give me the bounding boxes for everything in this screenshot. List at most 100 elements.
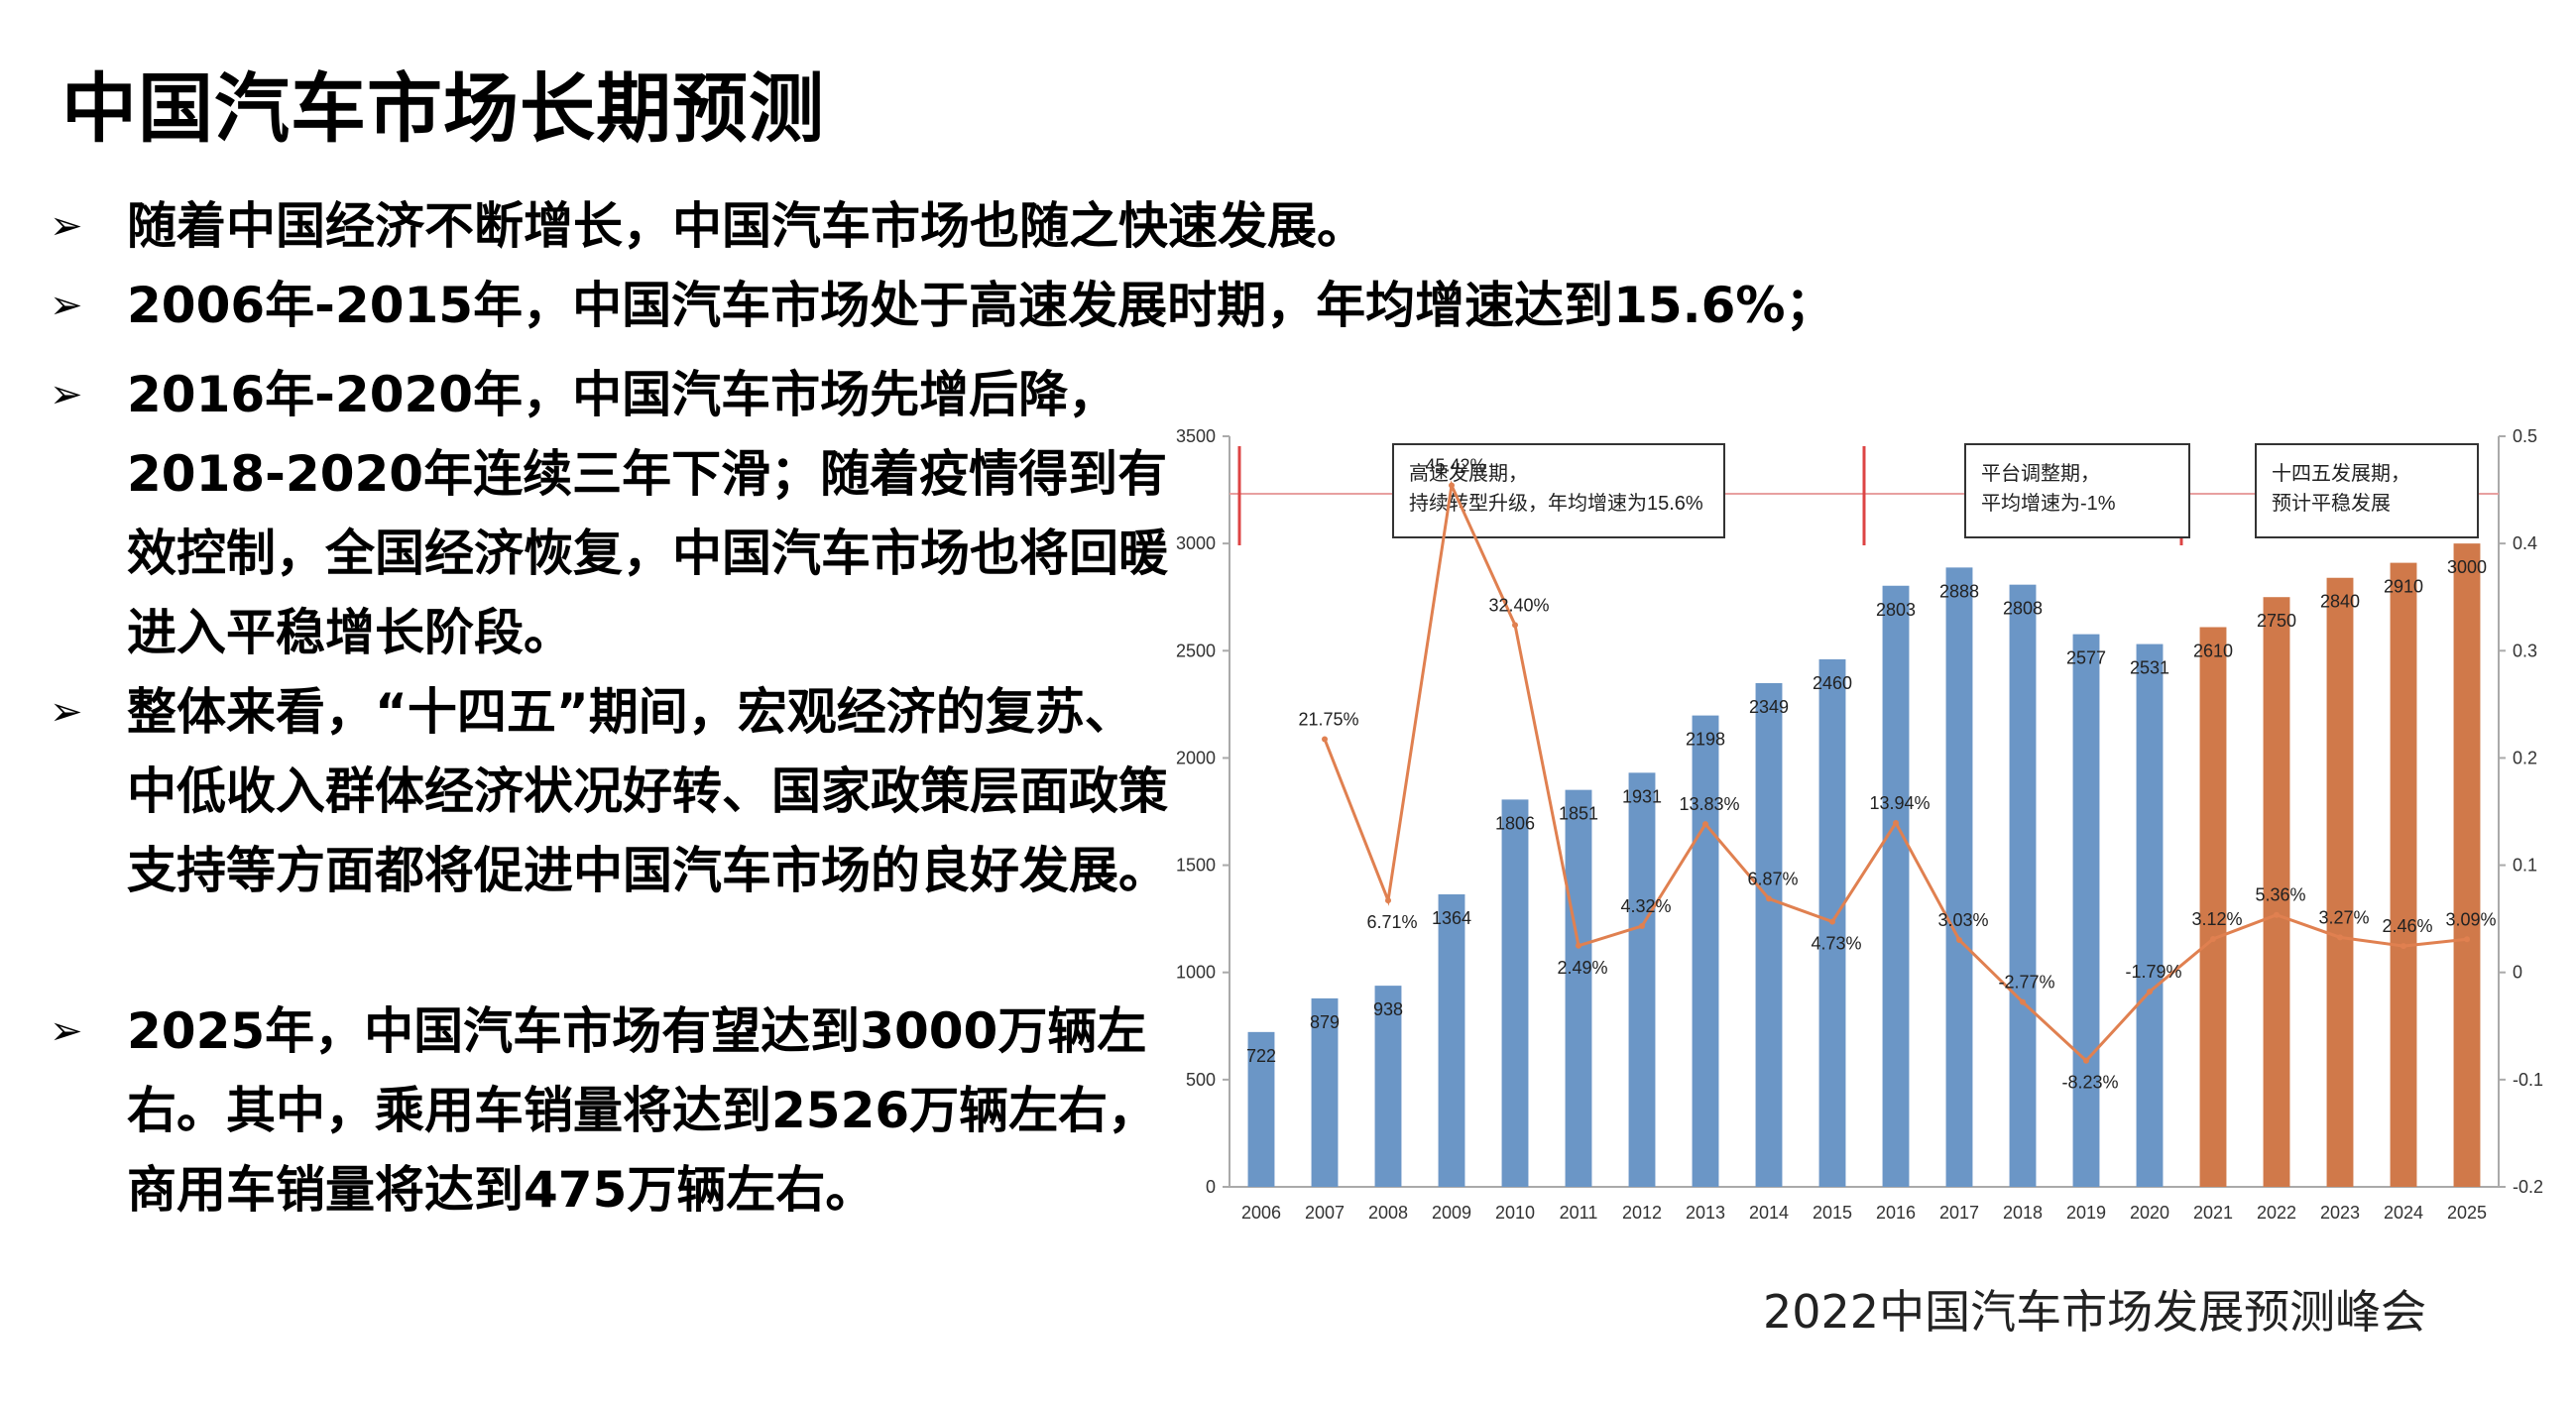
growth-point-2007 xyxy=(1322,736,1328,743)
growth-point-2014 xyxy=(1766,895,1772,902)
y2-tick-label: 0 xyxy=(2513,963,2522,983)
growth-point-2008 xyxy=(1385,897,1391,904)
x-tick-label: 2012 xyxy=(1622,1203,1662,1223)
bar-value-label: 2198 xyxy=(1686,730,1725,750)
x-tick-label: 2006 xyxy=(1241,1203,1281,1223)
growth-label: 5.36% xyxy=(2255,885,2305,905)
x-tick-label: 2021 xyxy=(2193,1203,2233,1223)
growth-label: 3.03% xyxy=(1937,910,1988,930)
bar-value-label: 2577 xyxy=(2066,648,2106,668)
bar-2010 xyxy=(1501,799,1529,1187)
y2-tick-label: 0.4 xyxy=(2513,533,2537,553)
x-tick-label: 2020 xyxy=(2130,1203,2169,1223)
growth-point-2019 xyxy=(2083,1057,2089,1064)
x-tick-label: 2016 xyxy=(1876,1203,1916,1223)
bar-2018 xyxy=(2009,584,2037,1187)
growth-label: 3.27% xyxy=(2318,907,2369,927)
x-tick-label: 2023 xyxy=(2320,1203,2360,1223)
growth-point-2023 xyxy=(2337,934,2343,941)
x-tick-label: 2009 xyxy=(1432,1203,1471,1223)
bullet-text: 随着中国经济不断增长，中国汽车市场也随之快速发展。 xyxy=(127,197,1366,255)
growth-point-2017 xyxy=(1956,936,1962,943)
bar-value-label: 2460 xyxy=(1813,673,1852,693)
bar-2006 xyxy=(1247,1031,1275,1187)
bar-value-label: 1364 xyxy=(1432,908,1471,928)
growth-label: 6.87% xyxy=(1747,869,1798,888)
bar-value-label: 2840 xyxy=(2320,592,2360,612)
x-tick-label: 2010 xyxy=(1495,1203,1535,1223)
y-tick-label: 2500 xyxy=(1176,641,1216,660)
footer-caption: 2022中国汽车市场发展预测峰会 xyxy=(1763,1285,2427,1339)
annotation-text: 持续转型升级，年均增速为15.6% xyxy=(1409,492,1703,515)
bar-2017 xyxy=(1945,567,1973,1187)
bar-value-label: 879 xyxy=(1310,1012,1340,1032)
growth-label: 45.42% xyxy=(1425,456,1485,476)
growth-label: -2.77% xyxy=(1998,973,2054,993)
growth-point-2022 xyxy=(2274,911,2280,918)
growth-point-2018 xyxy=(2020,998,2026,1005)
bar-2014 xyxy=(1755,682,1783,1187)
y2-tick-label: 0.1 xyxy=(2513,856,2537,876)
x-tick-label: 2008 xyxy=(1368,1203,1408,1223)
growth-point-2016 xyxy=(1893,819,1899,826)
x-tick-label: 2013 xyxy=(1686,1203,1725,1223)
growth-point-2013 xyxy=(1702,821,1708,828)
bar-value-label: 3000 xyxy=(2447,557,2487,577)
growth-point-2020 xyxy=(2147,989,2153,995)
x-tick-label: 2007 xyxy=(1305,1203,1345,1223)
growth-point-2025 xyxy=(2464,936,2470,943)
annotation-box xyxy=(1964,443,2190,538)
bar-value-label: 2808 xyxy=(2003,599,2043,619)
bar-2020 xyxy=(2136,644,2164,1187)
bar-2013 xyxy=(1692,715,1719,1187)
arrow-bullet-icon: ➢ xyxy=(50,1008,83,1054)
arrow-bullet-icon: ➢ xyxy=(50,283,83,328)
bullet-text: 2016年-2020年，中国汽车市场先增后降，2018-2020年连续三年下滑；… xyxy=(127,366,1168,661)
bar-2007 xyxy=(1311,997,1339,1187)
y2-tick-label: -0.2 xyxy=(2513,1177,2543,1197)
y2-tick-label: 0.5 xyxy=(2513,426,2537,446)
bar-value-label: 2910 xyxy=(2384,577,2423,597)
bar-value-label: 1851 xyxy=(1559,804,1598,824)
bar-2024 xyxy=(2390,562,2417,1187)
annotation-text: 高速发展期， xyxy=(1409,462,1528,485)
y-tick-label: 3000 xyxy=(1176,533,1216,553)
y-tick-label: 500 xyxy=(1186,1070,1216,1090)
x-tick-label: 2019 xyxy=(2066,1203,2106,1223)
arrow-bullet-icon: ➢ xyxy=(50,203,83,249)
growth-label: 6.71% xyxy=(1366,912,1417,932)
bar-value-label: 2349 xyxy=(1749,697,1789,717)
growth-label: 13.83% xyxy=(1679,794,1739,814)
growth-point-2012 xyxy=(1639,922,1645,929)
bar-2009 xyxy=(1438,893,1465,1187)
y2-tick-label: 0.3 xyxy=(2513,641,2537,660)
bar-value-label: 2888 xyxy=(1939,581,1979,601)
growth-point-2021 xyxy=(2210,935,2216,942)
x-tick-label: 2018 xyxy=(2003,1203,2043,1223)
annotation-text: 预计平稳发展 xyxy=(2272,492,2391,515)
bar-2008 xyxy=(1374,986,1402,1187)
bar-2022 xyxy=(2263,597,2290,1187)
x-tick-label: 2022 xyxy=(2257,1203,2296,1223)
bar-value-label: 2803 xyxy=(1876,600,1916,620)
y-tick-label: 1000 xyxy=(1176,963,1216,983)
bar-2025 xyxy=(2453,543,2481,1187)
y-tick-label: 1500 xyxy=(1176,856,1216,876)
y-tick-label: 3500 xyxy=(1176,426,1216,446)
bullet-text: 2006年-2015年，中国汽车市场处于高速发展时期，年均增速达到15.6%； xyxy=(127,277,1835,334)
growth-label: 3.09% xyxy=(2445,909,2496,929)
bar-value-label: 2750 xyxy=(2257,611,2296,631)
growth-label: 32.40% xyxy=(1488,595,1549,615)
annotation-box xyxy=(1392,443,1725,538)
growth-label: -8.23% xyxy=(2061,1073,2118,1093)
growth-label: 2.49% xyxy=(1557,958,1607,978)
bullet-text: 整体来看，“十四五”期间，宏观经济的复苏、中低收入群体经济状况好转、国家政策层面… xyxy=(127,683,1168,899)
slide-title: 中国汽车市场长期预测 xyxy=(61,64,825,153)
bar-value-label: 1806 xyxy=(1495,813,1535,833)
bar-value-label: 2531 xyxy=(2130,658,2169,678)
x-tick-label: 2014 xyxy=(1749,1203,1789,1223)
bar-value-label: 2610 xyxy=(2193,641,2233,660)
x-tick-label: 2015 xyxy=(1813,1203,1852,1223)
y2-tick-label: 0.2 xyxy=(2513,748,2537,767)
bar-2011 xyxy=(1565,789,1592,1187)
